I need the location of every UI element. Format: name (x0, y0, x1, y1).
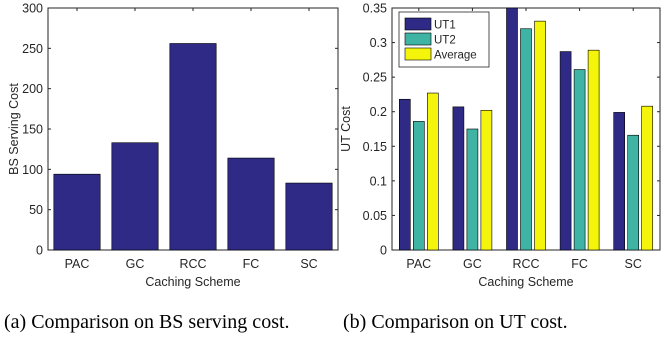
bs-cost-bar-rcc (169, 43, 217, 251)
bs-cost-x-axis-label: Caching Scheme (145, 275, 240, 289)
ut-cost-chart: 00.050.10.150.20.250.30.35 PAC GC RCC FC SC … (339, 2, 661, 289)
ut-cost-legend: UT1 UT2 Average (398, 11, 490, 68)
bs-cost-chart: 0 50 100 150 200 250 300 PAC GC RCC FC SC BS Servi… (7, 2, 339, 289)
bs-cost-bar-gc (111, 142, 159, 251)
ut-cost-bar-ut2-fc (573, 69, 586, 251)
bs-cost-bar-fc (227, 157, 275, 251)
ut-cost-y-tick-label: 0.3 (370, 36, 387, 50)
ut-cost-bar-average-rcc (534, 20, 546, 251)
bs-cost-category-label: GC (126, 257, 145, 271)
bs-cost-category-label: RCC (179, 257, 206, 271)
legend-label-ut1: UT1 (434, 20, 456, 32)
ut-cost-bar-average-sc (641, 105, 654, 251)
ut-cost-y-tick-label: 0.25 (363, 71, 387, 85)
bs-cost-bar-sc (285, 182, 333, 251)
ut-cost-bar-ut1-fc (559, 51, 572, 251)
bs-cost-y-tick-label: 100 (22, 163, 43, 177)
bs-cost-y-tick-label: 300 (22, 2, 43, 16)
bs-cost-y-axis-label: BS Serving Cost (7, 83, 21, 175)
ut-cost-y-tick-label: 0.35 (363, 2, 387, 16)
ut-cost-y-tick-label: 0 (380, 244, 387, 258)
bs-cost-category-label: PAC (65, 257, 90, 271)
ut-cost-category-label: FC (571, 257, 588, 271)
legend-swatch-ut2 (404, 32, 432, 46)
ut-cost-y-tick-label: 0.2 (370, 105, 387, 119)
legend-label-average: Average (434, 50, 477, 62)
legend-swatch-average (404, 47, 432, 61)
bs-cost-y-tick-label: 0 (36, 244, 43, 258)
bs-cost-category-label: SC (300, 257, 317, 271)
ut-cost-category-label: RCC (512, 257, 539, 271)
legend-label-ut2: UT2 (434, 35, 456, 47)
ut-cost-category-label: SC (625, 257, 642, 271)
ut-cost-bar-ut2-pac (412, 121, 425, 251)
ut-cost-bar-ut1-pac (398, 98, 411, 251)
ut-cost-bar-average-pac (426, 92, 439, 251)
ut-cost-category-label: PAC (406, 257, 431, 271)
ut-cost-bar-ut2-gc (466, 128, 479, 251)
ut-cost-bar-ut2-sc (627, 134, 640, 251)
bs-cost-category-label: FC (243, 257, 260, 271)
ut-cost-bar-average-fc (587, 49, 600, 251)
ut-cost-bar-ut2-rcc (520, 28, 532, 251)
ut-cost-bar-average-gc (480, 110, 493, 251)
bs-cost-y-tick-label: 150 (22, 123, 43, 137)
ut-cost-category-label: GC (463, 257, 482, 271)
caption-a: (a) Comparison on BS serving cost. (4, 311, 290, 333)
caption-b: (b) Comparison on UT cost. (343, 311, 568, 333)
ut-cost-bar-ut1-gc (452, 106, 465, 251)
legend-swatch-ut1 (404, 17, 432, 31)
ut-cost-y-tick-label: 0.05 (363, 209, 387, 223)
bs-cost-bar-pac (53, 173, 101, 251)
bs-cost-y-tick-label: 250 (22, 42, 43, 56)
ut-cost-x-axis-label: Caching Scheme (478, 275, 573, 289)
ut-cost-bar-ut1-rcc (506, 7, 518, 251)
figure: 0 50 100 150 200 250 300 PAC GC RCC FC SC BS Servi… (7, 2, 661, 289)
ut-cost-y-tick-label: 0.1 (370, 174, 387, 188)
ut-cost-bar-ut1-sc (613, 112, 626, 251)
ut-cost-y-axis-label: UT Cost (339, 106, 353, 152)
bs-cost-y-tick-label: 200 (22, 82, 43, 96)
ut-cost-y-tick-label: 0.15 (363, 140, 387, 154)
bs-cost-y-tick-label: 50 (29, 203, 43, 217)
